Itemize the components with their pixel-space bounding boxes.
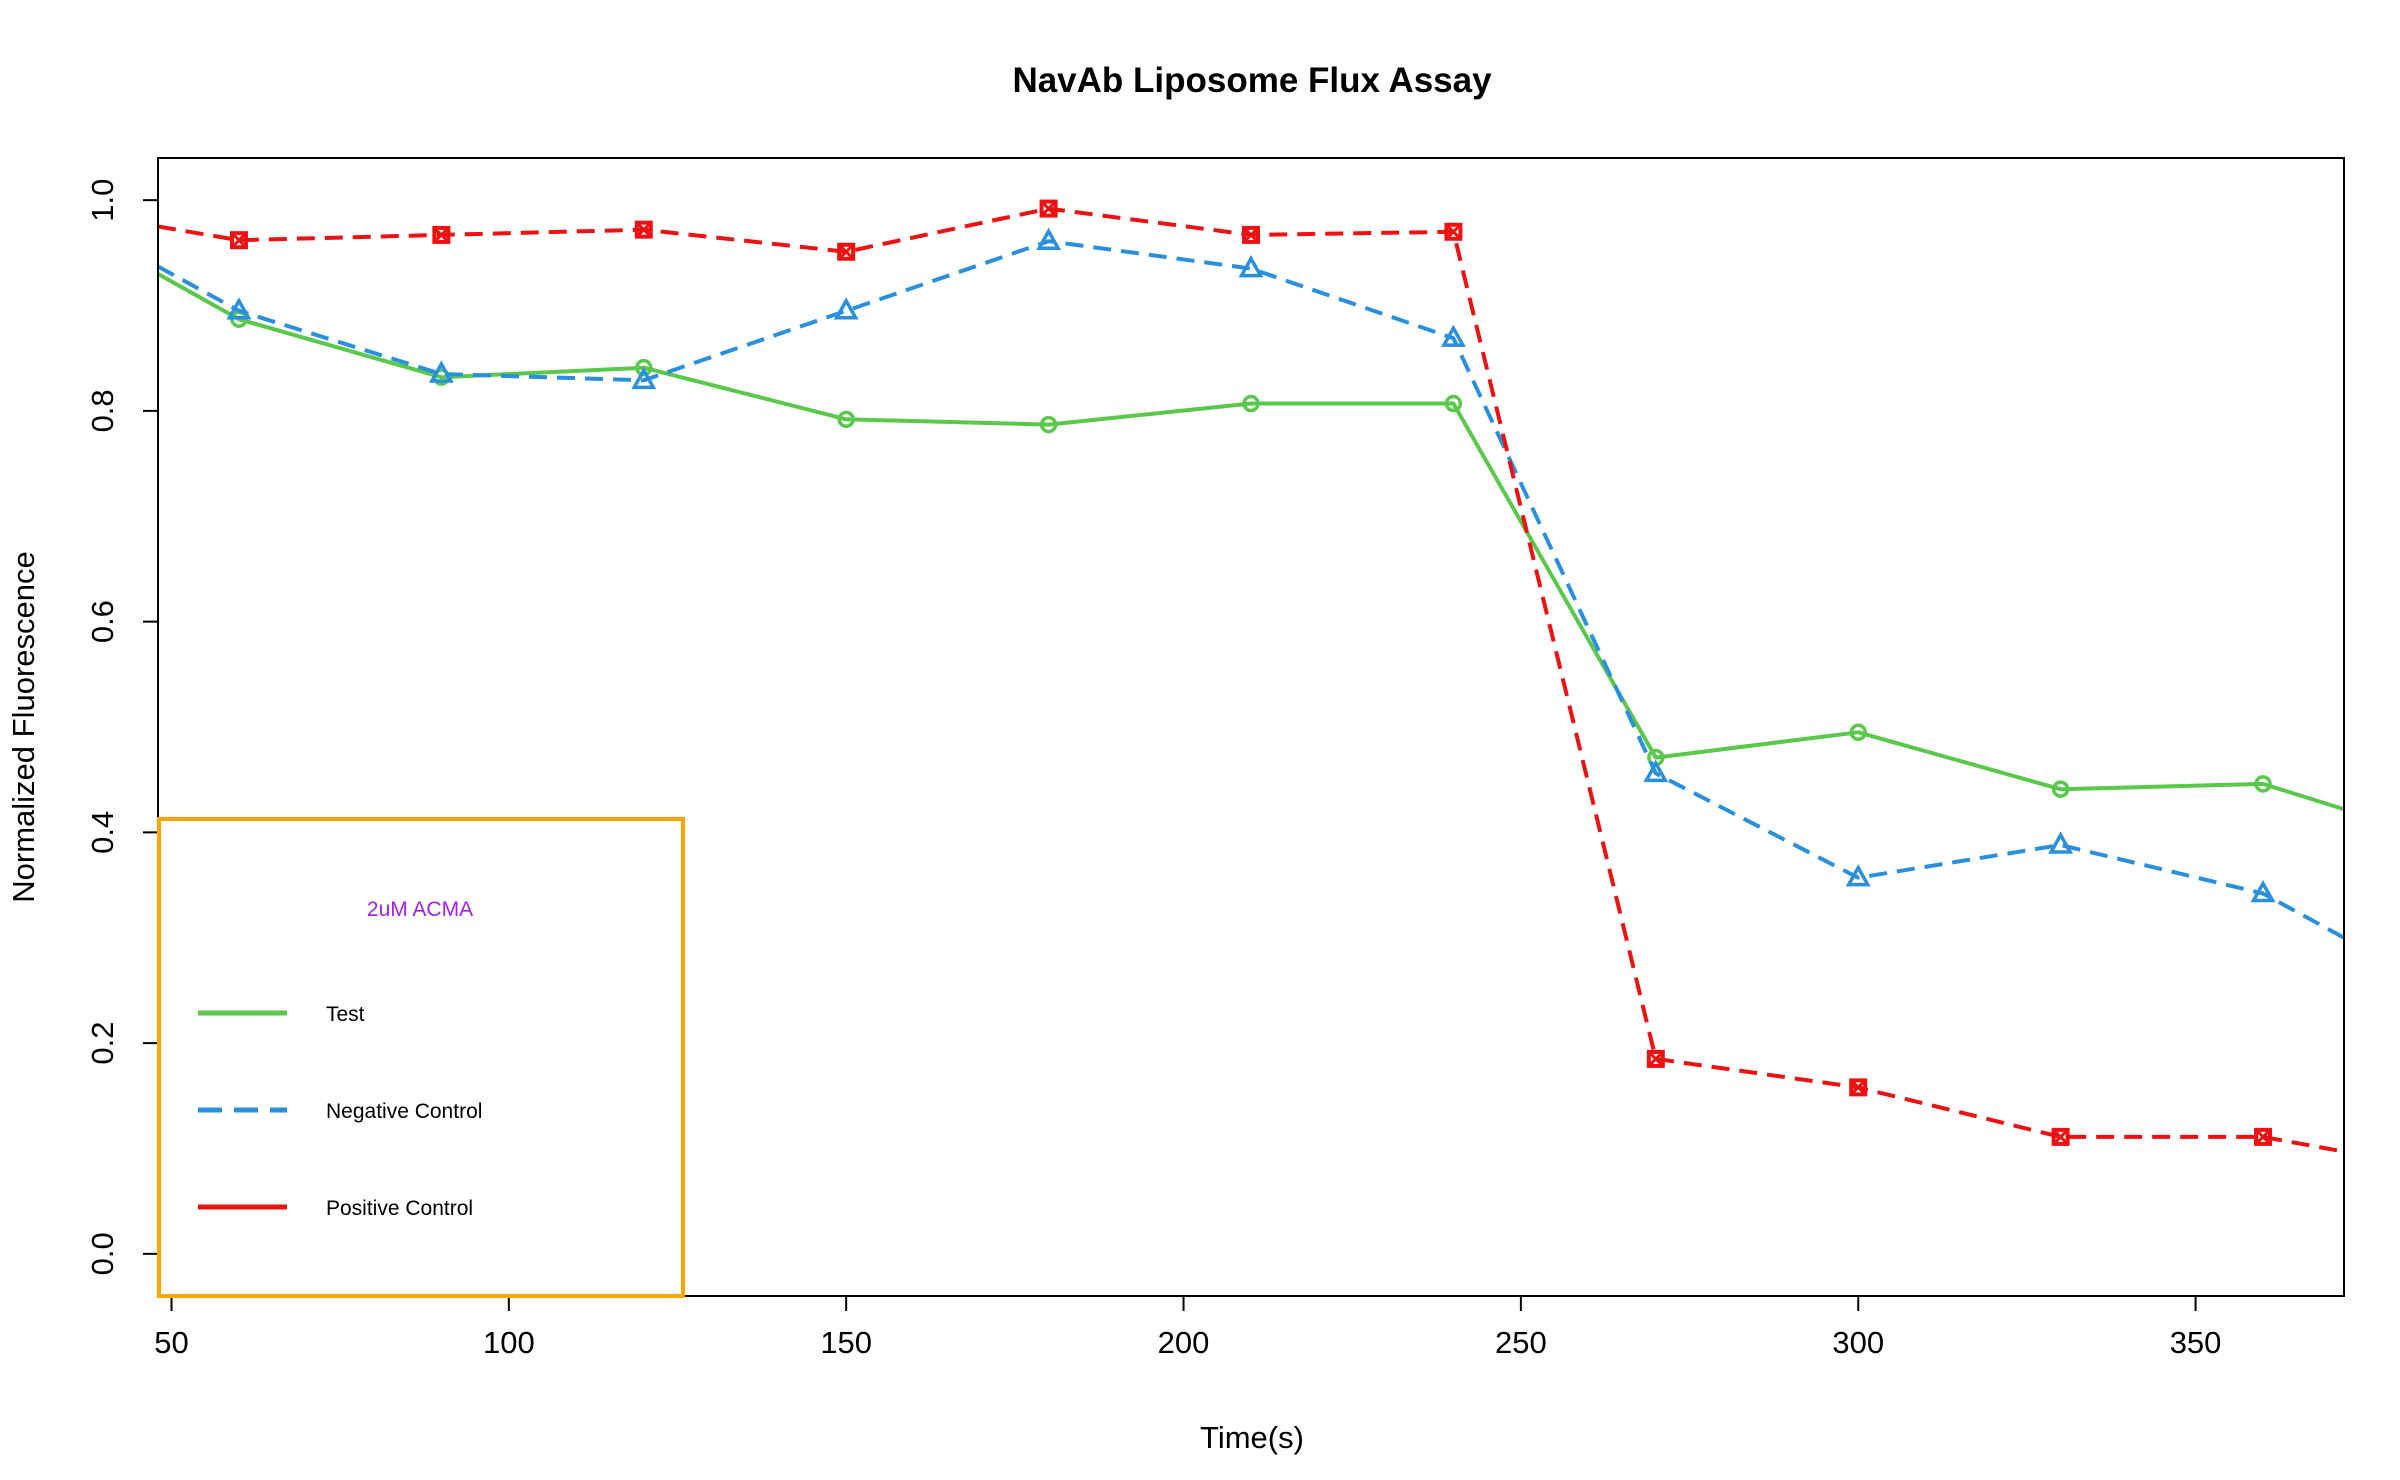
y-tick-label: 0.8 <box>85 389 120 432</box>
data-point-negative-control <box>1238 255 1264 278</box>
data-point-positive-control <box>2254 1127 2273 1146</box>
legend: 2uM ACMA Test Negative Control Positive … <box>157 817 685 1298</box>
data-point-negative-control <box>428 360 454 383</box>
data-point-positive-control <box>1646 1049 1665 1068</box>
x-tick-label: 350 <box>2170 1325 2222 1360</box>
data-point-negative-control <box>2048 831 2074 854</box>
legend-label-test: Test <box>326 1003 365 1026</box>
data-point-test <box>2254 775 2272 793</box>
y-axis-label: Normalized Fluorescence <box>6 551 41 902</box>
data-point-test <box>1444 394 1463 413</box>
data-point-negative-control <box>1845 864 1871 887</box>
data-point-test <box>1242 394 1260 413</box>
legend-box <box>157 817 685 1298</box>
data-point-test <box>2051 780 2070 798</box>
data-point-test <box>837 410 855 429</box>
data-point-positive-control <box>1849 1078 1868 1097</box>
data-point-negative-control <box>2250 879 2276 903</box>
data-point-positive-control <box>2051 1127 2070 1146</box>
y-tick-label: 1.0 <box>85 179 120 222</box>
data-point-test <box>635 358 653 377</box>
data-point-positive-control <box>229 231 248 250</box>
x-axis-label: Time(s) <box>1200 1420 1304 1455</box>
data-point-negative-control <box>1643 759 1669 783</box>
x-tick-label: 200 <box>1158 1325 1210 1360</box>
x-tick-label: 150 <box>820 1325 872 1360</box>
data-point-test <box>1039 415 1058 434</box>
series-negative-control <box>158 227 2344 940</box>
x-tick-label: 100 <box>483 1325 535 1360</box>
legend-label-positive-control: Positive Control <box>326 1197 473 1220</box>
data-point-negative-control <box>1440 324 1466 347</box>
y-tick-label: 0.6 <box>85 600 120 643</box>
plot-area <box>158 199 2344 1154</box>
data-point-positive-control <box>1039 199 1058 218</box>
series-positive-control <box>158 199 2344 1154</box>
data-point-negative-control <box>226 297 252 320</box>
x-tick-label: 250 <box>1495 1325 1547 1360</box>
chart-title: NavAb Liposome Flux Assay <box>1012 61 1492 100</box>
x-axis: 50 100 150 200 250 300 350 <box>154 1295 2222 1360</box>
legend-label-negative-control: Negative Control <box>326 1100 482 1123</box>
legend-title: 2uM ACMA <box>367 898 473 921</box>
data-point-positive-control <box>1444 222 1463 241</box>
x-tick-label: 300 <box>1832 1325 1884 1360</box>
data-point-positive-control <box>1242 225 1260 244</box>
series-test <box>158 272 2344 812</box>
y-tick-label: 0.2 <box>85 1022 120 1065</box>
data-point-negative-control <box>1036 227 1062 250</box>
data-point-test <box>1849 723 1867 742</box>
data-point-negative-control <box>631 366 657 390</box>
y-axis: 0.0 0.2 0.4 0.6 0.8 1.0 <box>85 179 159 1275</box>
x-tick-label: 50 <box>154 1325 188 1360</box>
data-point-positive-control <box>432 225 451 244</box>
y-tick-label: 0.4 <box>85 811 120 854</box>
data-point-positive-control <box>837 242 856 261</box>
series-line-test <box>158 272 2344 812</box>
data-point-negative-control <box>833 297 859 320</box>
y-tick-label: 0.0 <box>85 1232 120 1275</box>
data-point-positive-control <box>634 220 653 239</box>
